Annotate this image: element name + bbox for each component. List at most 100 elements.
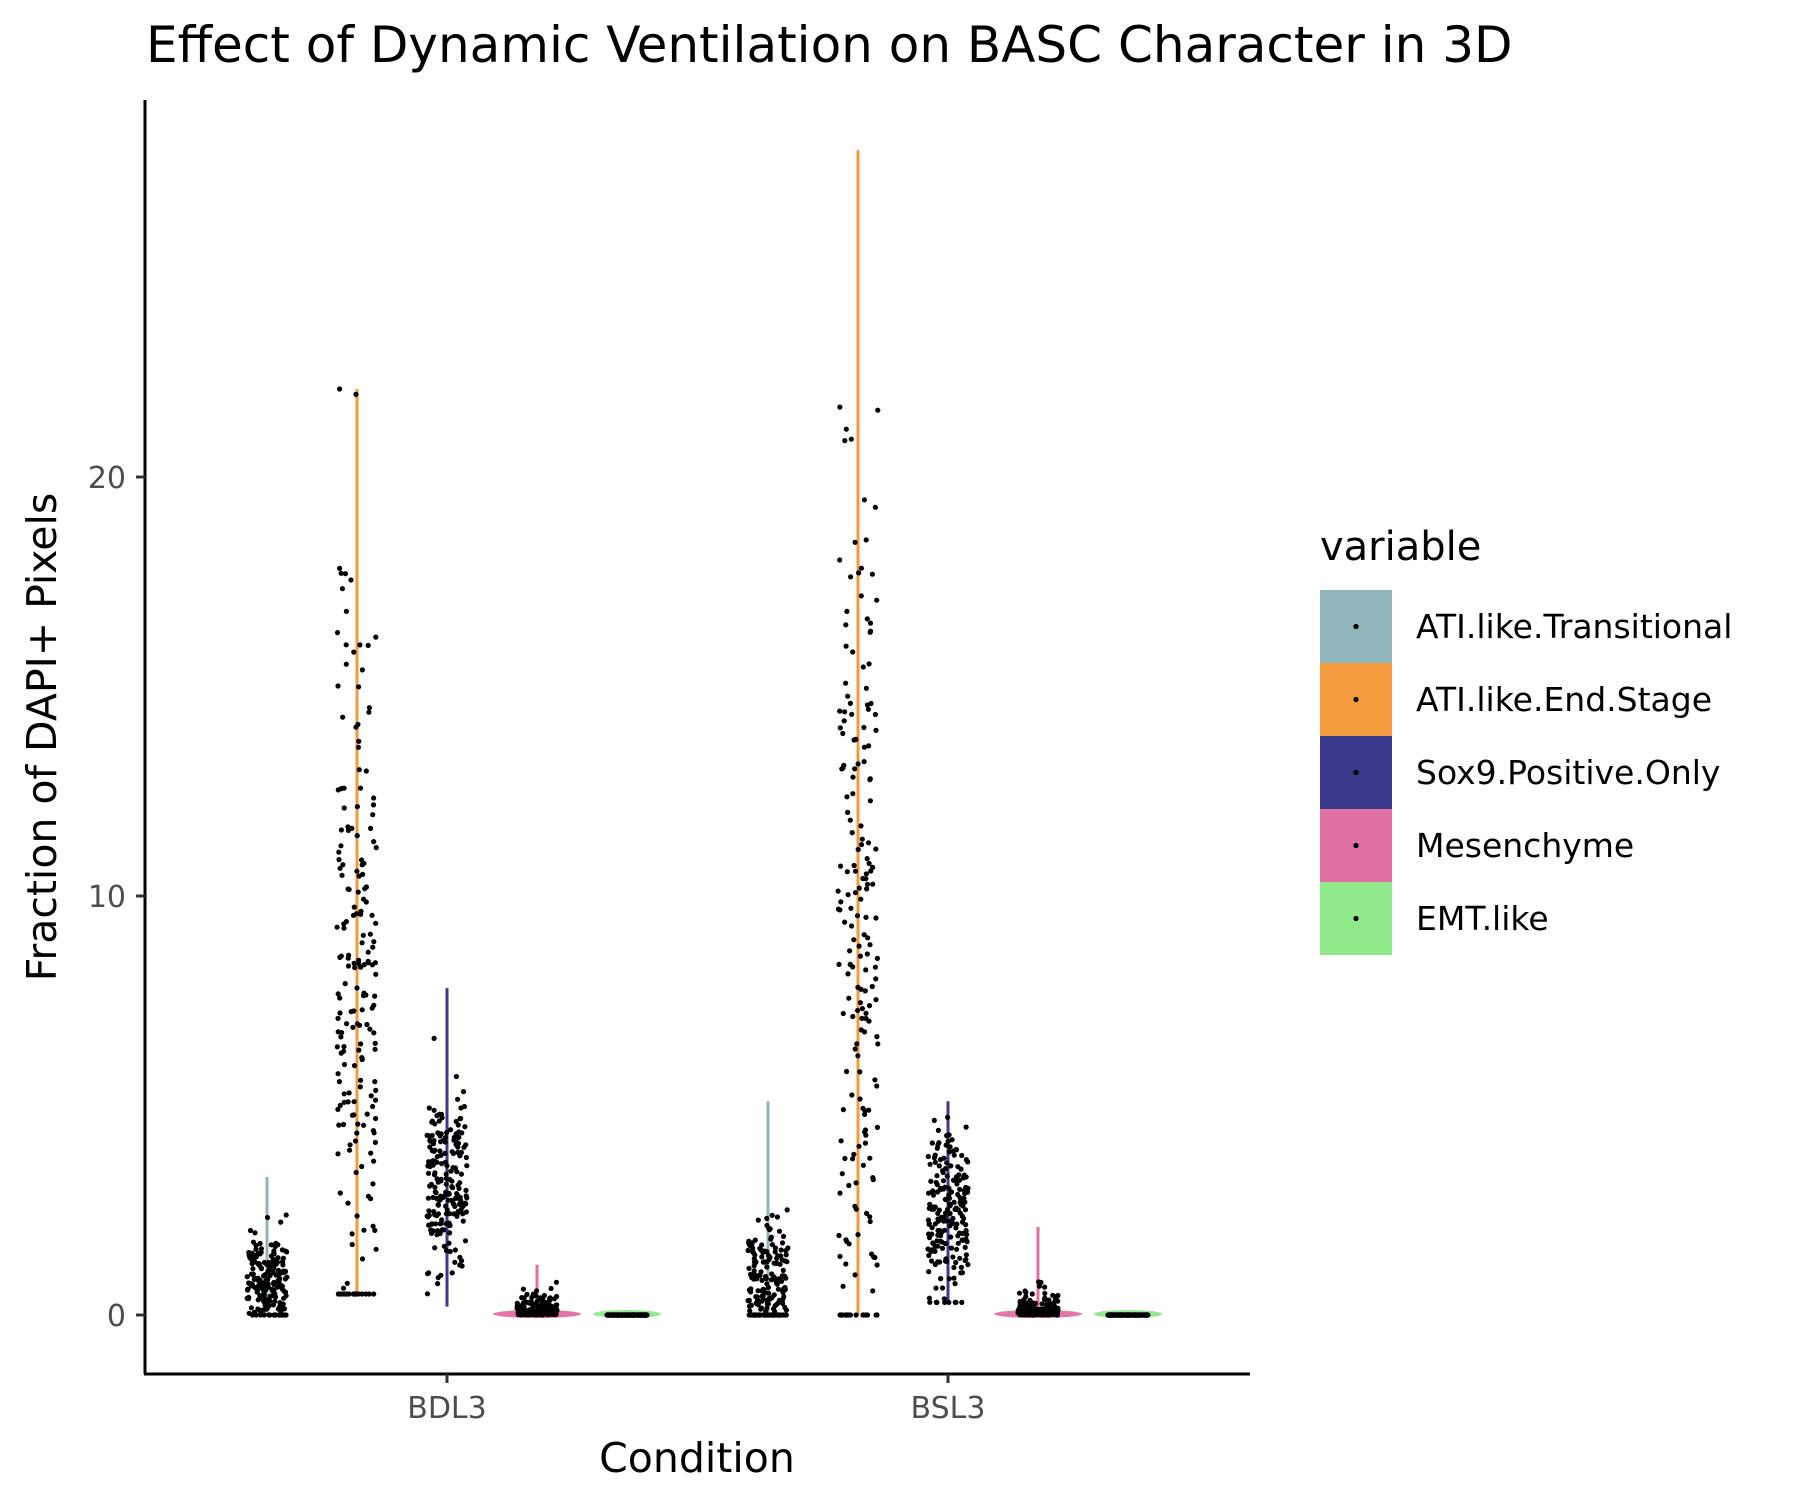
legend-label: EMT.like — [1416, 899, 1549, 938]
data-point — [951, 1152, 957, 1158]
data-point — [448, 1127, 454, 1133]
data-point — [850, 964, 856, 970]
data-point — [447, 1230, 453, 1236]
data-point — [946, 1149, 953, 1155]
data-point — [847, 1312, 854, 1318]
points-bsl3-ati-like-transitional — [745, 1207, 791, 1318]
x-axis-title: Condition — [599, 1434, 795, 1482]
data-point — [934, 1259, 941, 1265]
data-point — [432, 1184, 438, 1190]
data-point — [943, 1165, 949, 1172]
data-point — [866, 860, 872, 867]
data-point — [277, 1276, 283, 1282]
data-point — [963, 1228, 969, 1234]
data-point — [269, 1288, 275, 1294]
data-point — [854, 913, 861, 919]
data-point — [359, 1007, 365, 1013]
data-point — [944, 1133, 950, 1139]
data-point — [354, 1130, 360, 1136]
data-point — [785, 1245, 791, 1251]
data-point — [873, 997, 879, 1003]
legend-item: Sox9.Positive.Only — [1320, 736, 1720, 809]
data-point — [855, 1053, 861, 1059]
data-point — [348, 577, 354, 583]
data-point — [962, 1257, 968, 1263]
data-point — [863, 1132, 869, 1138]
data-point — [357, 642, 363, 648]
data-point — [844, 869, 850, 875]
data-point — [345, 1200, 351, 1206]
data-point — [357, 1084, 363, 1090]
data-point — [745, 1298, 751, 1304]
data-point — [338, 1050, 344, 1056]
data-point — [780, 1233, 787, 1239]
data-point — [843, 643, 849, 649]
data-point — [438, 1139, 444, 1145]
data-point — [965, 1189, 971, 1195]
data-point — [435, 1202, 441, 1208]
data-point — [835, 906, 842, 912]
data-point — [874, 1083, 880, 1089]
data-point — [955, 1191, 961, 1198]
data-point — [753, 1259, 759, 1265]
data-point — [866, 1107, 872, 1113]
data-point — [771, 1292, 777, 1298]
data-point — [442, 1139, 448, 1145]
data-point — [759, 1277, 765, 1283]
data-point — [861, 932, 867, 938]
data-point — [447, 1248, 453, 1255]
data-point — [354, 804, 360, 810]
data-point — [873, 976, 879, 982]
data-point — [427, 1137, 433, 1143]
data-point — [370, 1223, 376, 1229]
legend-item: ATI.like.Transitional — [1320, 590, 1732, 663]
data-point — [446, 1191, 452, 1197]
data-point — [844, 794, 850, 800]
data-point — [353, 911, 360, 917]
data-point — [943, 1210, 949, 1216]
data-point — [772, 1249, 778, 1255]
data-point — [955, 1240, 961, 1246]
data-point — [455, 1149, 461, 1155]
data-point — [934, 1238, 940, 1244]
data-point — [353, 1169, 359, 1176]
data-point — [863, 914, 869, 920]
data-point — [255, 1261, 261, 1267]
data-point — [255, 1306, 261, 1312]
data-point — [355, 1121, 361, 1127]
data-point — [867, 1155, 873, 1161]
y-tick-label: 10 — [88, 880, 126, 915]
data-point — [253, 1246, 259, 1252]
data-point — [942, 1196, 948, 1202]
data-point — [857, 1069, 863, 1075]
data-point — [859, 1006, 866, 1012]
data-point — [759, 1242, 765, 1248]
data-point — [281, 1306, 288, 1312]
data-point — [852, 1272, 858, 1278]
legend-key-point — [1353, 696, 1359, 703]
data-point — [747, 1308, 753, 1314]
data-point — [337, 865, 343, 871]
y-axis-title: Fraction of DAPI+ Pixels — [18, 493, 66, 982]
data-point — [951, 1148, 957, 1154]
data-point — [762, 1312, 768, 1318]
data-point — [935, 1127, 942, 1133]
data-point — [783, 1307, 790, 1313]
data-point — [371, 1002, 377, 1008]
data-point — [852, 1046, 858, 1052]
data-point — [340, 1291, 346, 1297]
data-point — [518, 1310, 524, 1316]
data-point — [958, 1166, 964, 1172]
data-point — [424, 1132, 430, 1138]
data-point — [855, 1007, 861, 1014]
data-point — [764, 1264, 770, 1270]
legend: variable ATI.like.Transitional ATI.like.E… — [1320, 524, 1732, 955]
data-point — [864, 702, 871, 708]
data-point — [244, 1274, 250, 1280]
data-point — [951, 1199, 957, 1205]
data-point — [843, 426, 849, 432]
data-point — [936, 1140, 942, 1146]
data-point — [267, 1312, 273, 1318]
data-point — [366, 705, 372, 711]
data-point — [431, 1209, 437, 1215]
